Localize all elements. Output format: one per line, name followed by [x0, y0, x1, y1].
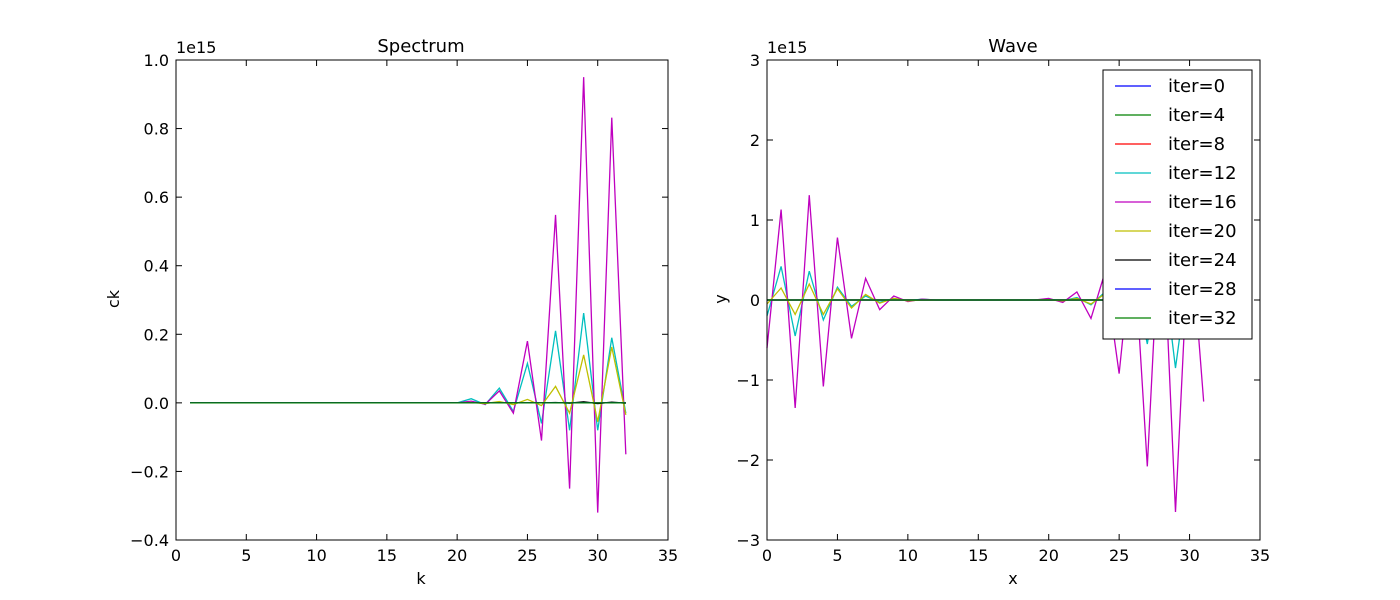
- legend-label: iter=16: [1168, 192, 1237, 213]
- x-axis-label: k: [416, 569, 426, 588]
- x-tick-label: 30: [588, 546, 608, 565]
- chart-title: Spectrum: [377, 36, 464, 57]
- series-line-3: [190, 312, 627, 431]
- y-axis-label: ck: [104, 289, 123, 308]
- x-tick-label: 10: [306, 546, 326, 565]
- x-tick-label: 15: [377, 546, 397, 565]
- x-tick-label: 30: [1179, 546, 1199, 565]
- y-tick-label: −3: [736, 531, 760, 550]
- y-tick-label: 0.4: [144, 257, 169, 276]
- x-tick-label: 20: [447, 546, 467, 565]
- y-tick-label: 1.0: [144, 51, 169, 70]
- wave-chart: Wave 1e15 x y 0 5 10 15 20 25 30 35 −3 −2 −1 0 1 2 3 i…: [711, 36, 1270, 588]
- legend-label: iter=24: [1168, 250, 1237, 271]
- y-axis-label: y: [711, 294, 730, 303]
- y-tick-label: 3: [750, 51, 760, 70]
- y-tick-label: −1: [736, 371, 760, 390]
- y-offset-label: 1e15: [767, 38, 807, 57]
- x-tick-label: 25: [517, 546, 537, 565]
- y-tick-label: −0.4: [130, 531, 169, 550]
- x-axis-label: x: [1008, 569, 1017, 588]
- x-tick-label: 25: [1109, 546, 1129, 565]
- y-tick-label: 0.2: [144, 325, 169, 344]
- x-tick-label: 20: [1039, 546, 1059, 565]
- ticks-group: 0 5 10 15 20 25 30 35 −0.4 −0.2 0.0 0.2 0.4 0.6 0.8 1.0: [130, 51, 678, 565]
- y-tick-label: −2: [736, 451, 760, 470]
- plot-area: [190, 77, 627, 513]
- spectrum-chart: Spectrum 1e15 k ck 0 5 10 15 20 25 30 35 −0.4 −0.…: [104, 36, 678, 588]
- series-line-4: [190, 77, 627, 513]
- y-tick-label: 0.6: [144, 188, 169, 207]
- legend-label: iter=12: [1168, 163, 1237, 184]
- y-offset-label: 1e15: [176, 38, 216, 57]
- x-tick-label: 15: [968, 546, 988, 565]
- x-tick-label: 35: [1250, 546, 1270, 565]
- ticks-group: 0 5 10 15 20 25 30 35 −3 −2 −1 0 1 2 3: [736, 51, 1270, 565]
- axes-frame: [175, 59, 669, 541]
- x-tick-label: 5: [241, 546, 251, 565]
- y-tick-label: 0.0: [144, 394, 169, 413]
- y-tick-label: 1: [750, 211, 760, 230]
- x-tick-label: 5: [832, 546, 842, 565]
- y-tick-label: 2: [750, 131, 760, 150]
- x-tick-label: 0: [171, 546, 181, 565]
- series-line-5: [190, 346, 627, 422]
- x-tick-label: 0: [762, 546, 772, 565]
- y-tick-label: 0.8: [144, 120, 169, 139]
- legend-label: iter=20: [1168, 221, 1237, 242]
- legend-label: iter=8: [1168, 134, 1225, 155]
- axes-frame: [766, 59, 1261, 541]
- legend-label: iter=32: [1168, 308, 1237, 329]
- legend: iter=0 iter=4 iter=8 iter=12 iter=16 iter=20 i…: [1102, 69, 1253, 340]
- y-tick-label: −0.2: [130, 462, 169, 481]
- x-tick-label: 35: [658, 546, 678, 565]
- chart-title: Wave: [988, 36, 1037, 57]
- y-tick-label: 0: [750, 291, 760, 310]
- x-tick-label: 10: [898, 546, 918, 565]
- legend-label: iter=28: [1168, 279, 1237, 300]
- legend-label: iter=4: [1168, 105, 1225, 126]
- legend-label: iter=0: [1168, 76, 1225, 97]
